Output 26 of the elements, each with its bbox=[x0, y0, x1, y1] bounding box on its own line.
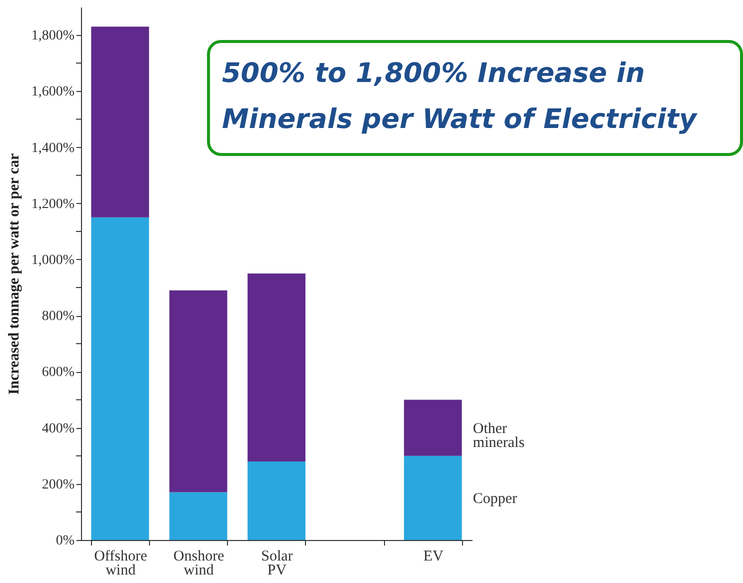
y-tick-label: 200% bbox=[42, 477, 75, 492]
x-tick-label: Offshore wind bbox=[94, 548, 148, 578]
y-tick-label: 1,200% bbox=[31, 196, 75, 212]
bar bbox=[248, 461, 306, 540]
x-tick-label: EV bbox=[423, 548, 444, 564]
y-tick-label: 1,400% bbox=[31, 140, 75, 156]
series-label: Other minerals bbox=[472, 420, 525, 451]
bar bbox=[248, 274, 306, 462]
y-tick-label: 400% bbox=[42, 421, 75, 436]
bar bbox=[91, 26, 150, 218]
y-tick-label: 1,800% bbox=[31, 28, 75, 44]
bar bbox=[169, 290, 228, 492]
x-tick-label: Onshore wind bbox=[173, 548, 225, 578]
y-tick-label: 1,600% bbox=[31, 84, 75, 100]
text: 500% to 1,800% Increase in Minerals per Watt of Electricity bbox=[207, 40, 743, 156]
y-tick-label: 800% bbox=[42, 309, 75, 324]
y-axis-title: Increased tonnage per watt or per car bbox=[6, 152, 22, 395]
bar bbox=[169, 492, 228, 540]
bar bbox=[91, 217, 150, 540]
bar bbox=[404, 456, 462, 540]
y-tick-label: 600% bbox=[42, 365, 75, 380]
series-label: Copper bbox=[472, 490, 518, 507]
y-tick-label: 1,000% bbox=[31, 252, 75, 268]
x-tick-label: Solar PV bbox=[261, 548, 293, 578]
y-tick-label: 0% bbox=[56, 534, 75, 548]
bar bbox=[404, 400, 462, 456]
